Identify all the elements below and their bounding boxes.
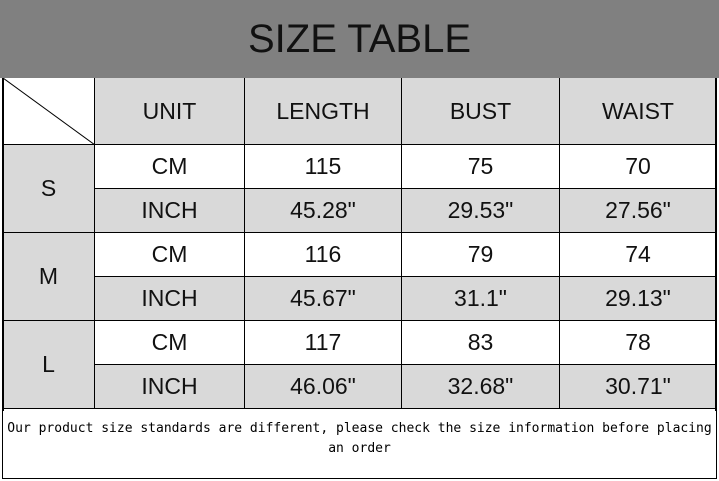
size-label: M [3,233,95,321]
diagonal-line [3,78,95,145]
value-cell: 46.06" [245,365,402,409]
size-label: L [3,321,95,409]
header-length: LENGTH [245,78,402,145]
value-cell: 32.68" [402,365,560,409]
unit-cell: INCH [95,365,245,409]
header-unit: UNIT [95,78,245,145]
value-cell: 45.28" [245,189,402,233]
value-cell: 79 [402,233,560,277]
value-cell: 78 [560,321,717,365]
value-cell: 45.67" [245,277,402,321]
value-cell: 116 [245,233,402,277]
value-cell: 115 [245,145,402,189]
unit-cell: CM [95,145,245,189]
value-cell: 83 [402,321,560,365]
table-title: SIZE TABLE [0,0,719,78]
header-waist: WAIST [560,78,717,145]
value-cell: 74 [560,233,717,277]
value-cell: 70 [560,145,717,189]
unit-cell: INCH [95,277,245,321]
value-cell: 29.13" [560,277,717,321]
value-cell: 27.56" [560,189,717,233]
size-label: S [3,145,95,233]
unit-cell: INCH [95,189,245,233]
value-cell: 30.71" [560,365,717,409]
size-note: Our product size standards are different… [2,410,717,479]
header-bust: BUST [402,78,560,145]
corner-diagonal-cell [3,78,95,145]
value-cell: 75 [402,145,560,189]
value-cell: 31.1" [402,277,560,321]
value-cell: 29.53" [402,189,560,233]
value-cell: 117 [245,321,402,365]
unit-cell: CM [95,233,245,277]
unit-cell: CM [95,321,245,365]
